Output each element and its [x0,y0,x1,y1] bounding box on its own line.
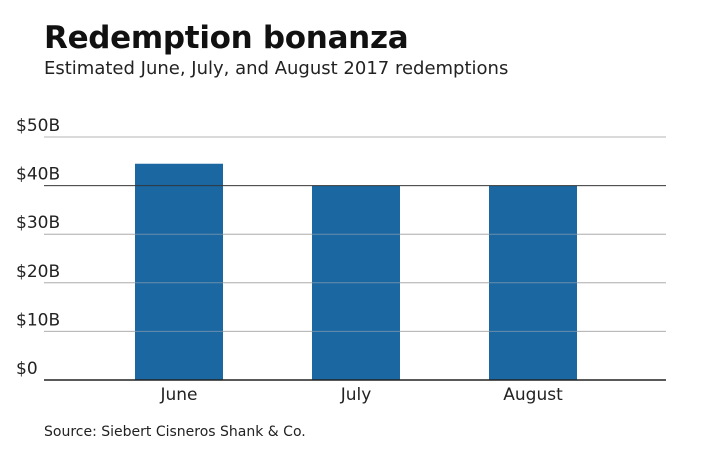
x-tick-label: August [503,385,563,405]
x-tick-label: June [159,385,197,405]
bars [135,163,577,380]
y-tick-label: $40B [16,165,60,185]
bar-june [135,163,223,380]
axes: $0 $10B $20B $30B $40B $50B June July August [16,116,666,405]
bar-chart: $0 $10B $20B $30B $40B $50B June July August [16,116,666,405]
chart-title: Redemption bonanza [44,20,409,56]
y-tick-label: $20B [16,262,60,282]
source-note: Source: Siebert Cisneros Shank & Co. [44,424,306,440]
chart-subtitle: Estimated June, July, and August 2017 re… [44,58,509,79]
x-tick-label: July [340,385,372,405]
y-tick-label: $0 [16,359,38,379]
y-tick-label: $50B [16,116,60,136]
y-tick-label: $10B [16,310,60,330]
y-tick-label: $30B [16,213,60,233]
